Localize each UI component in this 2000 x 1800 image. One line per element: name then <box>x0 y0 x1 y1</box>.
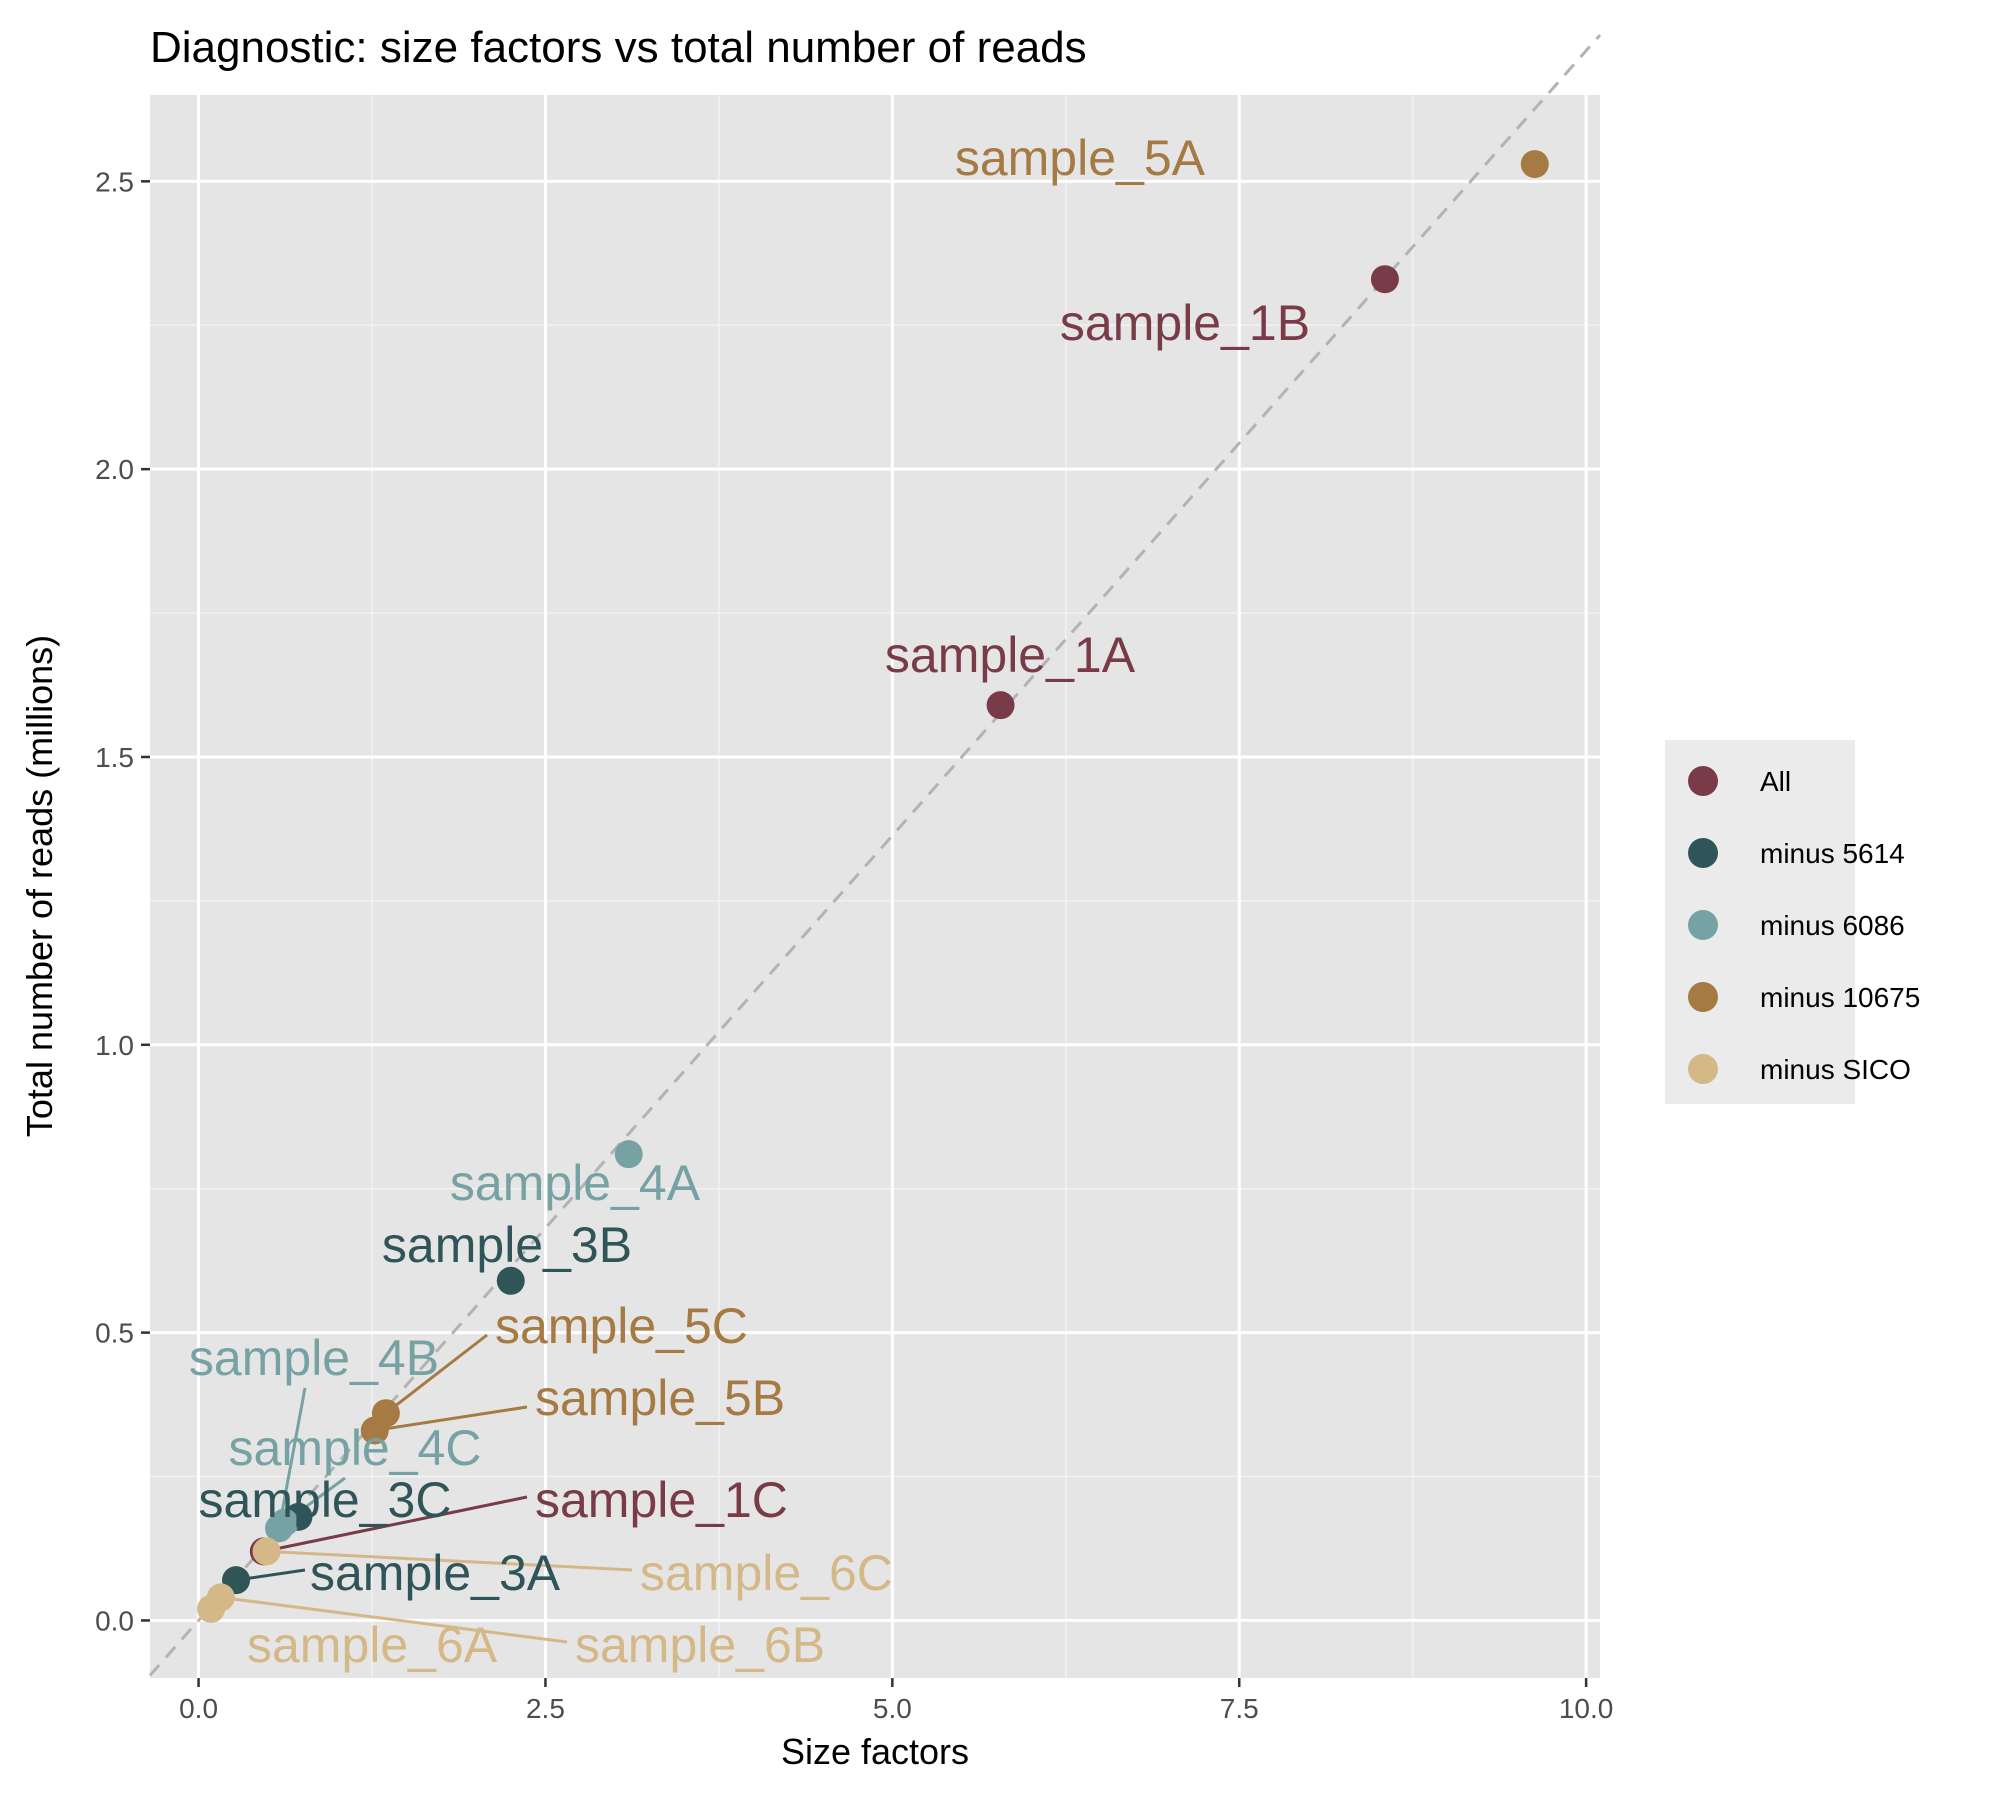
legend-label-minus-6086: minus 6086 <box>1760 910 1905 941</box>
label-sample-6A: sample_6A <box>247 1617 498 1673</box>
x-axis: 0.0 2.5 5.0 7.5 10.0 <box>179 1678 1613 1724</box>
point-sample-6A <box>197 1594 226 1623</box>
y-axis-title: Total number of reads (millions) <box>19 635 60 1137</box>
point-sample-6C <box>252 1537 281 1566</box>
label-sample-5A: sample_5A <box>955 130 1206 186</box>
point-labels: sample_5A sample_1B sample_1A sample_4Asamp… <box>189 130 1310 1673</box>
label-sample-5B: sample_5B <box>535 1370 785 1426</box>
label-sample-4C: sample_4C <box>229 1420 482 1476</box>
label-sample-3B: sample_3B <box>382 1217 632 1273</box>
point-sample-4C <box>270 1508 299 1537</box>
label-sample-4A: sample_4A <box>450 1155 701 1211</box>
connector-sample-6C <box>266 1549 633 1572</box>
legend-label-minus-sico: minus SICO <box>1760 1054 1911 1085</box>
point-sample-4A <box>614 1140 643 1169</box>
legend-key-minus-sico <box>1688 1054 1718 1084</box>
y-tick-label: 1.5 <box>95 742 134 773</box>
grid-lines <box>150 95 1600 1678</box>
x-tick-label: 2.5 <box>526 1693 565 1724</box>
label-sample-1C: sample_1C <box>535 1472 788 1528</box>
legend-key-all <box>1688 766 1718 796</box>
legend-label-minus-5614: minus 5614 <box>1760 838 1905 869</box>
x-tick-label: 10.0 <box>1559 1693 1614 1724</box>
point-sample-3B <box>496 1266 525 1295</box>
legend-key-minus-6086 <box>1688 910 1718 940</box>
connector-sample-5B <box>374 1405 528 1432</box>
label-sample-1B: sample_1B <box>1060 295 1310 351</box>
point-sample-1B <box>1370 265 1399 294</box>
x-axis-title: Size factors <box>781 1731 969 1772</box>
y-tick-label: 2.0 <box>95 454 134 485</box>
legend-label-all: All <box>1760 766 1791 797</box>
connector-sample-6B <box>220 1595 568 1644</box>
label-connectors <box>220 1333 633 1644</box>
label-sample-6C: sample_6C <box>640 1545 893 1601</box>
connector-sample-4B <box>277 1387 307 1529</box>
y-tick-label: 0.0 <box>95 1605 134 1636</box>
y-tick-label: 2.5 <box>95 166 134 197</box>
y-tick-label: 0.5 <box>95 1318 134 1349</box>
point-sample-5B <box>360 1416 389 1445</box>
y-tick-label: 1.0 <box>95 1030 134 1061</box>
point-sample-5A <box>1520 150 1549 179</box>
data-points <box>197 150 1549 1623</box>
legend: All minus 5614 minus 6086 minus 10675 minus … <box>1665 740 1920 1104</box>
x-tick-label: 7.5 <box>1220 1693 1259 1724</box>
label-sample-3A: sample_3A <box>310 1545 561 1601</box>
label-sample-4B: sample_4B <box>189 1330 439 1386</box>
point-sample-1A <box>986 691 1015 720</box>
label-sample-5C: sample_5C <box>495 1298 748 1354</box>
legend-label-minus-10675: minus 10675 <box>1760 982 1920 1013</box>
legend-key-minus-5614 <box>1688 838 1718 868</box>
label-sample-6B: sample_6B <box>575 1617 825 1673</box>
label-sample-1A: sample_1A <box>885 627 1136 683</box>
legend-key-minus-10675 <box>1688 982 1718 1012</box>
chart-title: Diagnostic: size factors vs total number… <box>150 23 1087 72</box>
y-axis: 0.0 0.5 1.0 1.5 2.0 2.5 <box>95 166 150 1636</box>
connector-sample-5C <box>384 1333 488 1415</box>
label-sample-3C: sample_3C <box>199 1472 452 1528</box>
connector-sample-1C <box>263 1495 528 1553</box>
x-tick-label: 0.0 <box>179 1693 218 1724</box>
x-tick-label: 5.0 <box>873 1693 912 1724</box>
